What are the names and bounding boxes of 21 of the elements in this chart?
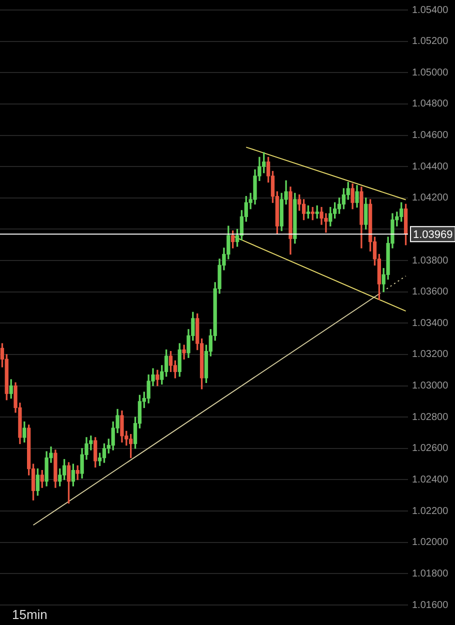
y-tick-label: 1.02800 xyxy=(412,412,449,423)
y-tick-label: 1.04200 xyxy=(412,192,449,204)
y-tick-label: 1.03800 xyxy=(412,255,449,266)
y-tick-label: 1.01800 xyxy=(412,568,449,580)
y-tick-label: 1.03600 xyxy=(412,286,449,298)
y-tick-label: 1.01600 xyxy=(412,600,449,611)
y-tick-label: 1.03400 xyxy=(412,318,449,329)
text: 15min xyxy=(12,607,48,622)
y-tick-label: 1.04400 xyxy=(412,161,449,172)
y-tick-label: 1.05200 xyxy=(412,36,449,48)
y-tick-label: 1.03200 xyxy=(412,349,449,360)
y-tick-label: 1.02200 xyxy=(412,506,449,517)
y-tick-label: 1.02400 xyxy=(412,474,449,486)
y-tick-label: 1.02600 xyxy=(412,443,449,454)
y-tick-label: 1.05400 xyxy=(412,4,449,16)
ref-line-label: 1.03969 xyxy=(413,229,453,242)
y-tick-label: 1.04600 xyxy=(412,130,449,142)
y-tick-label: 1.05000 xyxy=(412,67,449,78)
y-tick-label: 1.04800 xyxy=(412,98,449,110)
y-tick-label: 1.03000 xyxy=(412,380,449,392)
y-tick-label: 1.02000 xyxy=(412,537,449,548)
